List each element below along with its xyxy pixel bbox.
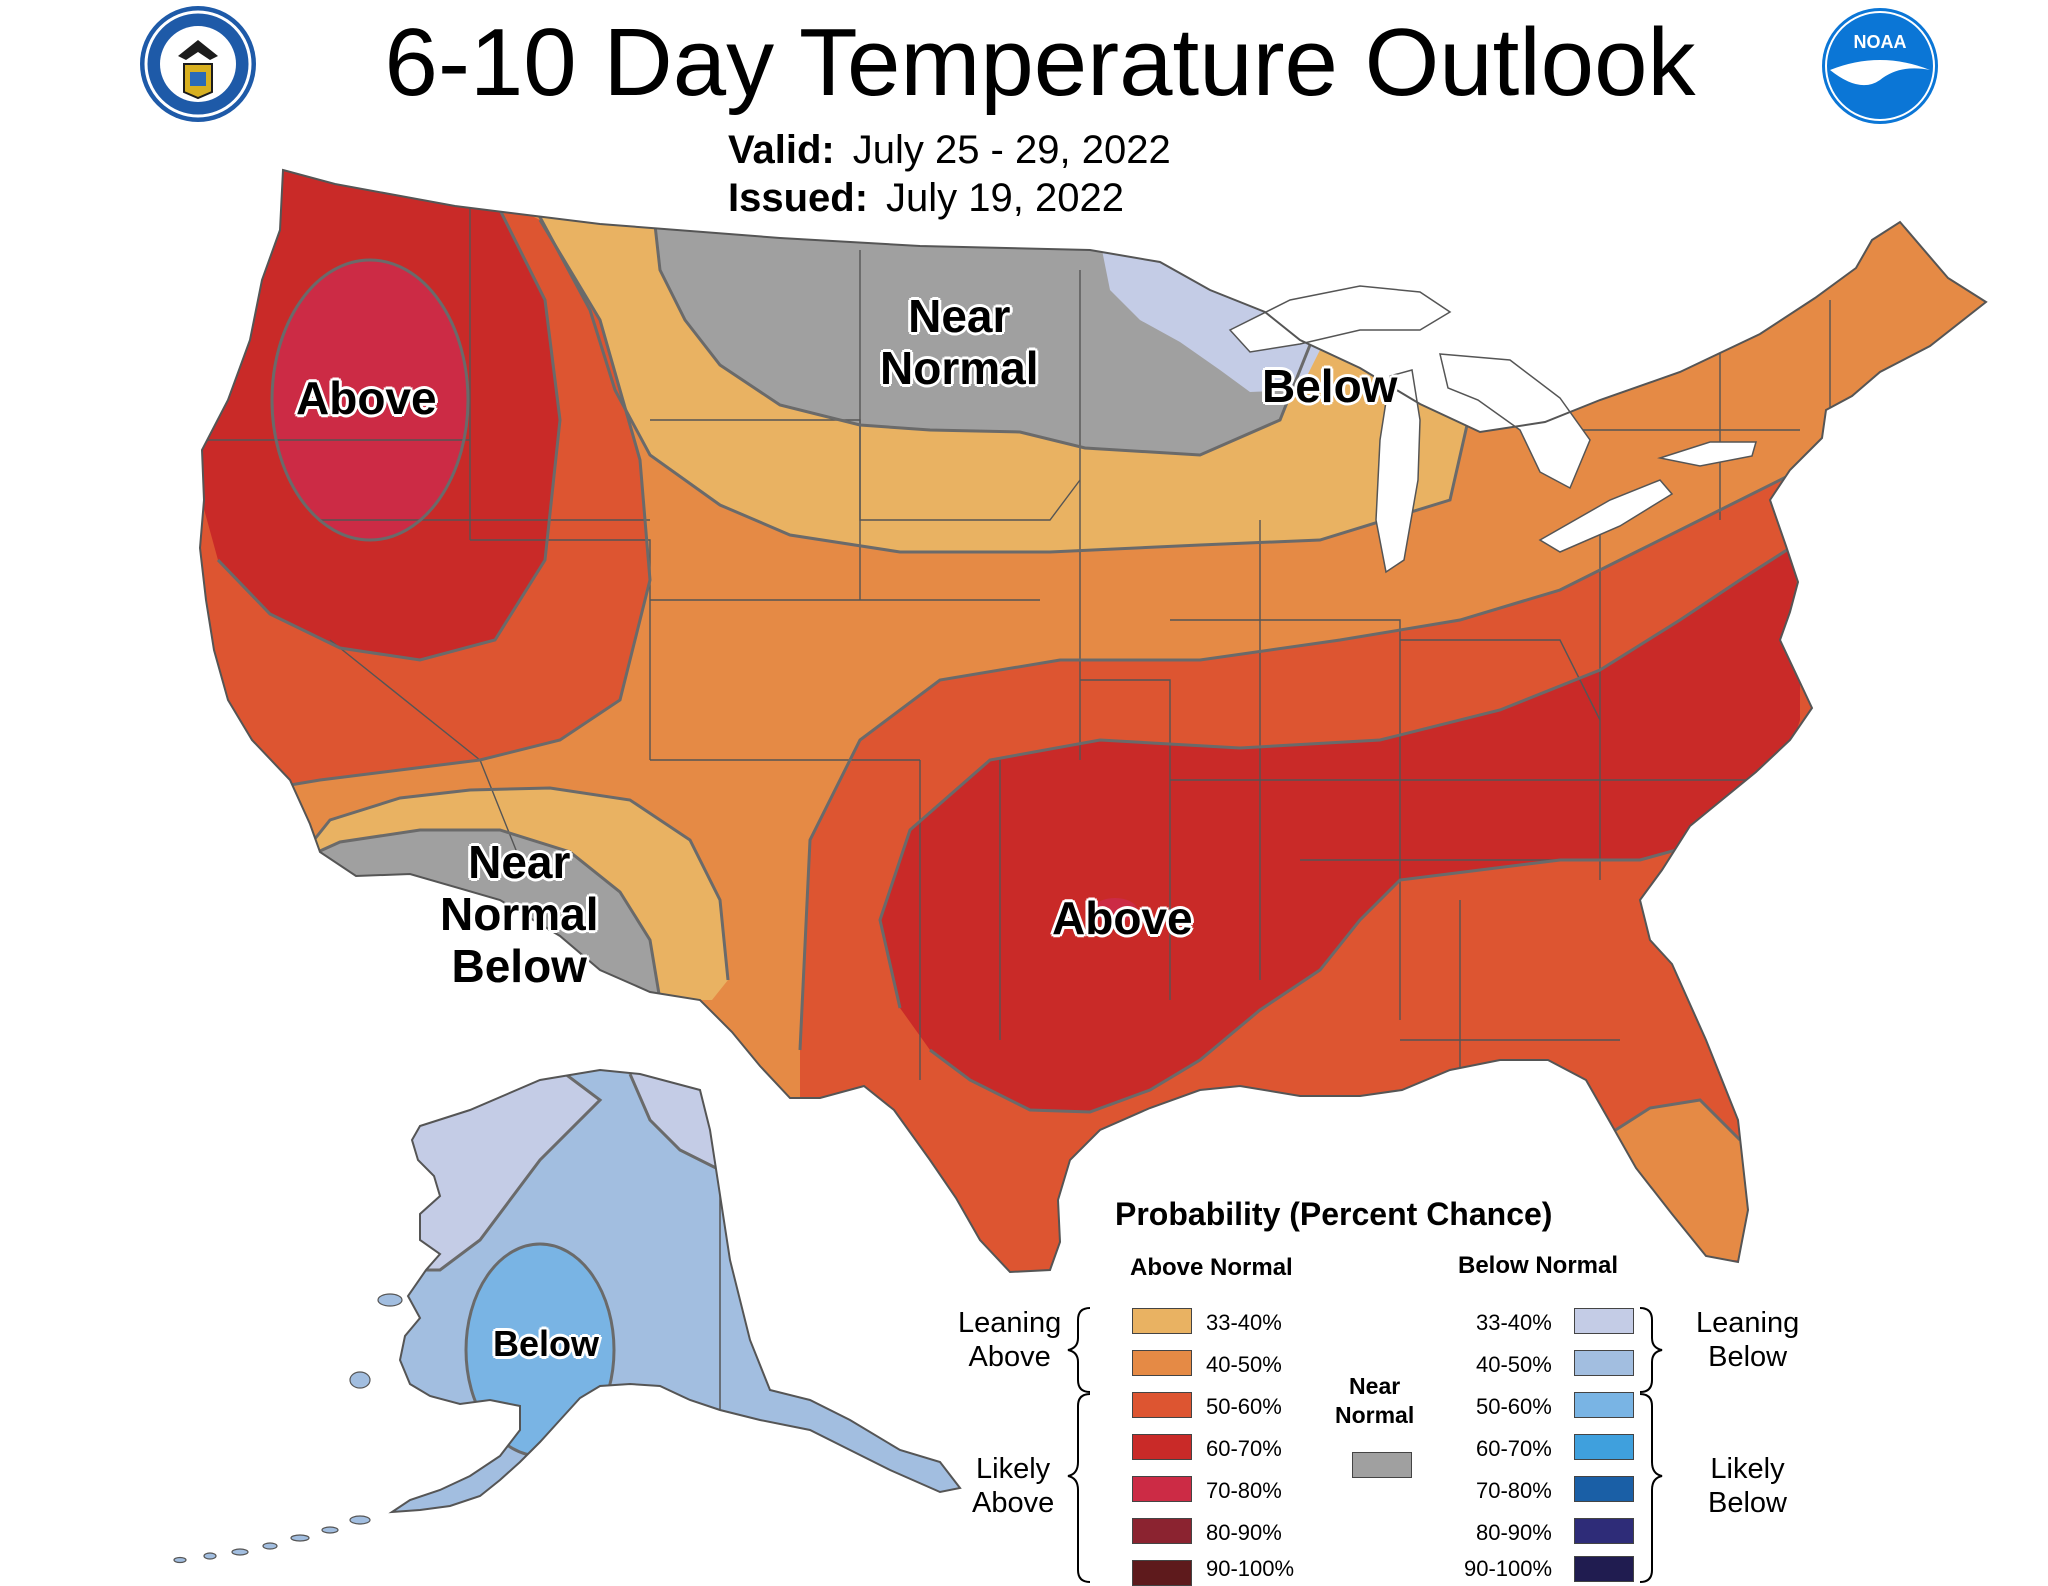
commerce-seal-logo <box>140 6 256 122</box>
legend-swatch-below-80-90 <box>1574 1518 1634 1544</box>
issued-date: Issued: July 19, 2022 <box>728 176 1124 221</box>
legend-swatch-above-50-60 <box>1132 1392 1192 1418</box>
legend-swatch-near-normal <box>1352 1452 1412 1478</box>
legend-label-above-50-60: 50-60% <box>1206 1394 1282 1419</box>
legend-label-below-40-50: 40-50% <box>1476 1352 1552 1377</box>
ak-below-33-40-north <box>400 1070 600 1270</box>
noaa-logo-text: NOAA <box>1854 32 1907 52</box>
legend-swatch-above-70-80 <box>1132 1476 1192 1502</box>
legend-swatch-above-40-50 <box>1132 1350 1192 1376</box>
legend-below-header: Below Normal <box>1458 1252 1619 1279</box>
valid-dates: Valid: July 25 - 29, 2022 <box>728 128 1171 173</box>
lake-ontario <box>1657 441 1757 467</box>
legend-label-below-80-90: 80-90% <box>1476 1520 1552 1545</box>
region-above-60-70-south-central <box>880 548 1800 1112</box>
legend-leaning-above-line2: Above <box>968 1341 1051 1373</box>
label-northern-plains-line2: Normal <box>880 342 1039 394</box>
label-southwest-line3: Below <box>451 940 587 992</box>
label-northern-plains-line1: Near <box>908 290 1011 342</box>
valid-value: July 25 - 29, 2022 <box>852 128 1171 172</box>
region-above-70-80-south-central <box>1093 898 1137 922</box>
legend-swatch-above-80-90 <box>1132 1518 1192 1544</box>
label-northern-plains: Near Normal <box>880 290 1038 394</box>
legend-label-below-70-80: 70-80% <box>1476 1478 1552 1503</box>
legend-label-above-40-50: 40-50% <box>1206 1352 1282 1377</box>
legend-swatch-below-40-50 <box>1574 1350 1634 1376</box>
legend-label-below-33-40: 33-40% <box>1476 1310 1552 1335</box>
legend-label-above-90-100: 90-100% <box>1206 1556 1295 1581</box>
legend-leaning-below-line2: Below <box>1708 1341 1788 1373</box>
page-title: 6-10 Day Temperature Outlook <box>384 9 1696 116</box>
legend-near-normal-line2: Normal <box>1335 1402 1415 1428</box>
legend-swatch-below-60-70 <box>1574 1434 1634 1460</box>
legend-likely-below-line1: Likely <box>1710 1453 1785 1485</box>
legend-likely-below-line2: Below <box>1708 1487 1787 1519</box>
label-south-central: Above <box>1052 892 1193 944</box>
legend-likely-above-line2: Above <box>972 1487 1055 1519</box>
legend-leaning-below-line1: Leaning <box>1696 1307 1800 1339</box>
issued-label: Issued: <box>728 176 869 220</box>
alaska-shading <box>392 1070 960 1512</box>
lake-huron <box>1439 353 1591 490</box>
legend-near-normal: Near Normal <box>1335 1372 1414 1430</box>
legend-swatch-above-60-70 <box>1132 1434 1192 1460</box>
noaa-logo: NOAA <box>1822 8 1938 124</box>
region-above-40-50-florida <box>1600 1100 1760 1260</box>
legend-title: Probability (Percent Chance) <box>1115 1196 1553 1232</box>
lake-superior <box>1228 285 1452 353</box>
legend-above-header: Above Normal <box>1130 1254 1293 1281</box>
ak-below-33-40-northeast <box>630 1074 720 1170</box>
legend-label-above-80-90: 80-90% <box>1206 1520 1282 1545</box>
lake-erie <box>1538 479 1674 553</box>
legend-label-above-70-80: 70-80% <box>1206 1478 1282 1503</box>
valid-label: Valid: <box>728 128 835 172</box>
legend-swatch-below-70-80 <box>1574 1476 1634 1502</box>
legend-leaning-above: Leaning Above <box>958 1306 1061 1374</box>
lake-michigan <box>1375 369 1421 574</box>
legend-label-below-60-70: 60-70% <box>1476 1436 1552 1461</box>
issued-value: July 19, 2022 <box>886 176 1124 220</box>
legend-swatch-below-90-100 <box>1574 1556 1634 1582</box>
region-above-70-80-northwest <box>272 260 468 540</box>
label-upper-midwest: Below <box>1262 360 1398 412</box>
legend-label-below-50-60: 50-60% <box>1476 1394 1552 1419</box>
label-northwest: Above <box>296 372 437 424</box>
legend-likely-below: Likely Below <box>1708 1452 1787 1520</box>
legend-likely-above: Likely Above <box>972 1452 1054 1520</box>
legend-label-below-90-100: 90-100% <box>1464 1556 1553 1581</box>
label-alaska: Below <box>493 1323 600 1364</box>
legend-likely-above-line1: Likely <box>976 1453 1051 1485</box>
great-lakes <box>1228 285 1757 574</box>
legend-label-above-33-40: 33-40% <box>1206 1310 1282 1335</box>
legend-swatch-below-33-40 <box>1574 1308 1634 1334</box>
legend-leaning-below: Leaning Below <box>1696 1306 1799 1374</box>
label-southwest: Near Normal Below <box>440 836 598 992</box>
legend-leaning-above-line1: Leaning <box>958 1307 1062 1339</box>
legend-swatch-above-90-100 <box>1132 1560 1192 1586</box>
legend-swatch-above-33-40 <box>1132 1308 1192 1334</box>
legend-near-normal-line1: Near <box>1349 1373 1401 1399</box>
conus-state-boundaries <box>200 180 1831 1080</box>
legend-swatch-below-50-60 <box>1574 1392 1634 1418</box>
label-southwest-line1: Near <box>468 836 571 888</box>
label-southwest-line2: Normal <box>440 888 599 940</box>
aleutian-islands <box>173 1293 403 1564</box>
legend-label-above-60-70: 60-70% <box>1206 1436 1282 1461</box>
legend-braces <box>1067 1307 1663 1583</box>
